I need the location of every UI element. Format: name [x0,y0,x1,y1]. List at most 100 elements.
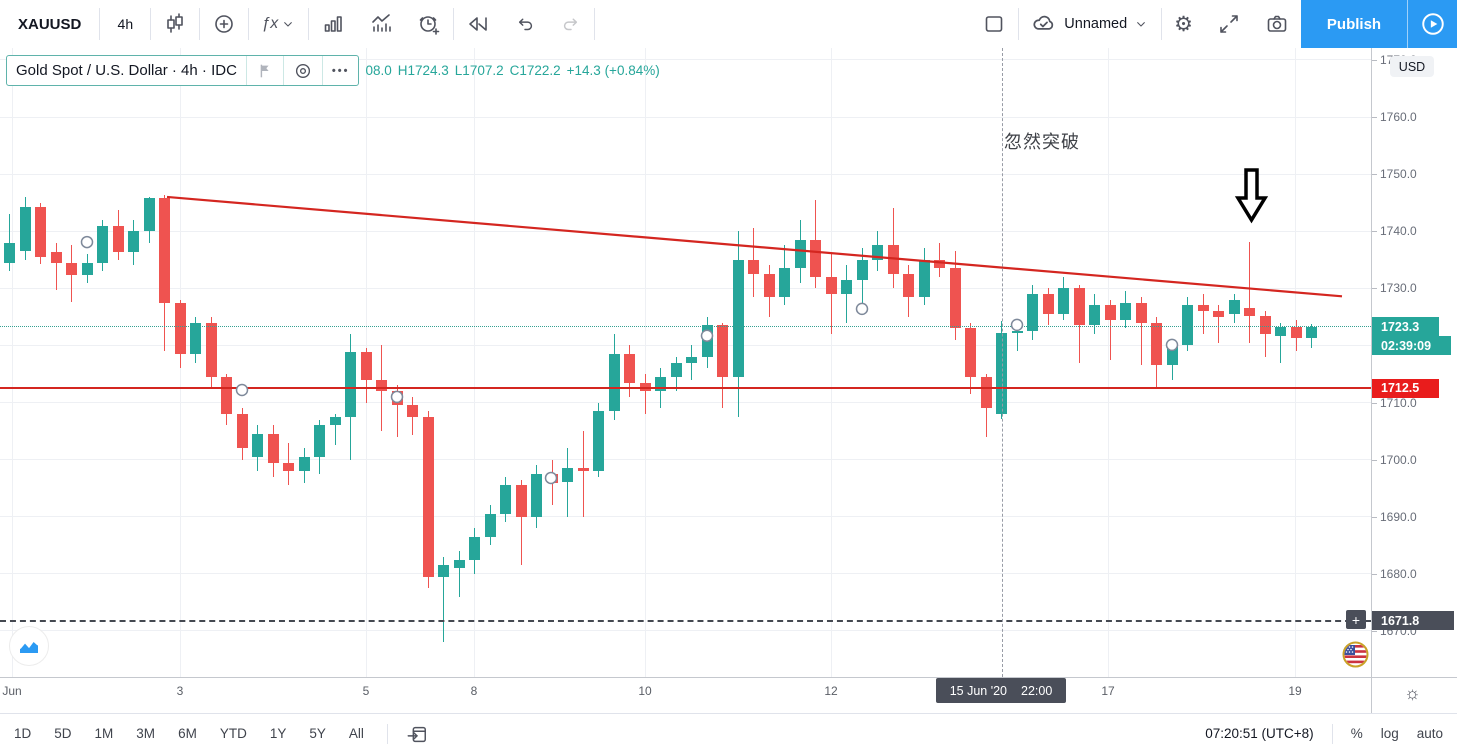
toolbar-divider [99,8,101,40]
candle [1027,294,1038,332]
scale-button-percent[interactable]: % [1350,726,1363,741]
indicators-button[interactable]: ƒx [249,0,308,48]
range-button-1d[interactable]: 1D [14,726,32,741]
down-arrow-annotation[interactable] [1234,168,1269,224]
chart-type-logo-button[interactable] [9,626,49,666]
alert-button[interactable] [405,0,453,48]
candlestick-style-icon [167,13,184,33]
financials-zigzag-icon [372,14,392,32]
candle [391,391,403,406]
gear-icon: ⚙ [1174,12,1193,36]
toolbar-divider [1161,8,1163,40]
save-layout-button[interactable]: Unnamed [1019,0,1161,48]
toolbar-divider [1018,8,1020,40]
range-button-all[interactable]: All [348,726,364,741]
scale-button-auto[interactable]: auto [1416,726,1443,741]
candle-wick [1016,322,1018,352]
candle [66,262,77,276]
range-button-1m[interactable]: 1M [94,726,114,741]
layout-name: Unnamed [1064,16,1128,32]
line-anchor-marker[interactable] [80,235,94,249]
candle-wick [644,373,646,414]
candle [670,362,682,377]
hide-symbol-button[interactable] [284,56,322,85]
horizontal-support-line[interactable] [0,387,1371,390]
candle [453,559,465,569]
price-tick-label: 1750.0 [1380,167,1417,182]
publish-button[interactable]: Publish [1301,0,1407,48]
axis-corner: ☼ [1371,677,1457,714]
top-toolbar-right: Unnamed ⚙ Publish [970,0,1457,48]
candle-wick [396,385,398,437]
symbol-button[interactable]: XAUUSD [18,15,82,33]
range-button-5y[interactable]: 5Y [309,726,326,741]
candle [19,207,31,251]
price-axis[interactable]: 1770.01760.01750.01740.01730.01720.01710… [1371,48,1457,677]
bottom-toolbar: 1D 5D 1M 3M 6M YTD 1Y 5Y All 07:20:51 (UTC+8) % l… [0,713,1457,753]
candle [856,259,868,280]
add-alert-plus-badge[interactable]: + [1346,610,1366,629]
axis-settings-sun-icon[interactable]: ☼ [1404,683,1421,703]
time-tick-label: Jun [2,684,22,698]
dashed-level-line[interactable] [0,619,1371,622]
candle [112,225,124,253]
dashed-level-price-label: 1671.8 [1372,611,1454,631]
candle [159,198,170,303]
bar-replay-button[interactable] [454,0,502,48]
symbol-title[interactable]: Gold Spot / U.S. Dollar · 4h · IDC [16,62,237,79]
toolbar-divider [248,8,250,40]
compare-button[interactable] [200,0,248,48]
scale-button-log[interactable]: log [1380,726,1399,741]
candle [717,325,728,377]
more-options-button[interactable]: ••• [331,64,350,77]
range-button-3m[interactable]: 3M [136,726,156,741]
price-tick-mark [1372,516,1377,518]
candle [1275,327,1286,337]
snapshot-button[interactable] [1253,0,1301,48]
time-axis[interactable]: Jun 3 5 8 10 12 17 19 15 Jun '20 22:00 [0,677,1371,714]
range-button-ytd[interactable]: YTD [219,726,247,741]
candle [624,354,635,383]
fullscreen-icon [1220,15,1238,33]
candle [360,351,372,380]
candle [732,259,744,377]
play-button[interactable] [1407,0,1457,48]
descending-trend-line[interactable] [166,195,1343,298]
price-tick-mark [1372,630,1377,632]
range-button-5d[interactable]: 5D [54,726,72,741]
candle-wick [443,556,444,642]
candle [1011,331,1023,333]
current-price-line[interactable] [0,325,1371,327]
flag-button[interactable] [247,56,283,85]
legend-divider [321,56,323,85]
indicator-templates-button[interactable] [309,0,357,48]
us-flag-icon[interactable] [1342,641,1369,673]
line-anchor-marker[interactable] [235,383,249,397]
chevron-down-icon [1137,22,1146,27]
currency-toggle[interactable]: USD [1390,56,1434,77]
candle-wick [1218,305,1219,343]
bottom-divider [386,723,388,744]
redo-button[interactable] [548,0,594,48]
session-clock[interactable]: 07:20:51 (UTC+8) [1205,726,1314,741]
ohlc-token: 08.0 [365,63,392,78]
goto-date-button[interactable] [406,723,428,745]
text-annotation[interactable]: 忽然突破 [1004,132,1080,152]
range-button-1y[interactable]: 1Y [269,726,287,741]
chart-settings-button[interactable]: ⚙ [1162,0,1205,48]
layout-select-button[interactable] [970,0,1018,48]
chart-style-button[interactable] [151,0,199,48]
legend-source-row[interactable]: Gold Spot / U.S. Dollar · 4h · IDC ••• [6,55,360,86]
candle [1213,311,1224,317]
compare-add-icon [215,15,234,33]
chart-pane[interactable]: 忽然突破 + [0,48,1371,677]
financial-metrics-button[interactable] [357,0,405,48]
range-button-6m[interactable]: 6M [178,726,197,741]
price-tick-label: 1700.0 [1380,452,1417,467]
interval-button[interactable]: 4h [117,16,134,32]
candle-wick [567,448,568,517]
undo-button[interactable] [502,0,548,48]
candle [469,536,480,560]
fullscreen-button[interactable] [1205,0,1253,48]
